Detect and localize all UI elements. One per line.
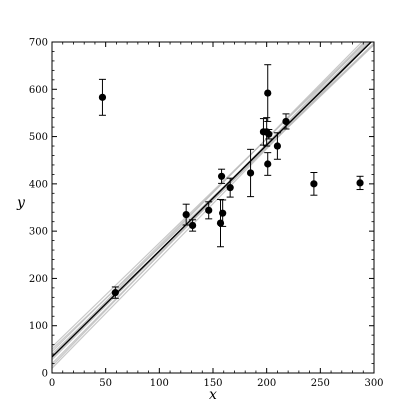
- data-point: [282, 117, 290, 126]
- sample-line: [52, 42, 366, 367]
- y-tick-label: 700: [29, 38, 48, 49]
- sample-line: [52, 42, 368, 348]
- x-tick-label: 200: [257, 378, 276, 389]
- data-point: [264, 89, 272, 97]
- y-axis-ticks: 0 100 200 300 400 500 600 700: [29, 38, 374, 380]
- x-tick-label: 250: [311, 378, 330, 389]
- data-point: [98, 93, 107, 101]
- fit-line-group: [52, 42, 373, 358]
- sample-line: [52, 42, 363, 357]
- data-point: [111, 289, 119, 297]
- x-tick-label: 300: [364, 378, 383, 389]
- y-tick-label: 200: [29, 274, 48, 285]
- data-point: [273, 142, 281, 150]
- sample-line: [52, 42, 373, 369]
- data-point: [310, 180, 318, 188]
- y-tick-label: 100: [29, 321, 48, 332]
- data-point: [226, 184, 234, 192]
- x-axis-title: x: [209, 387, 217, 403]
- x-tick-label: 0: [49, 378, 55, 389]
- data-point: [246, 169, 255, 177]
- y-tick-label: 600: [29, 85, 48, 96]
- data-point: [216, 219, 225, 227]
- data-point: [217, 172, 226, 180]
- sample-line: [52, 42, 374, 359]
- data-point: [265, 130, 273, 138]
- y-tick-label: 400: [29, 179, 48, 190]
- data-point: [264, 160, 272, 168]
- data-point: [356, 179, 364, 187]
- sample-lines-group: [52, 42, 374, 369]
- y-axis-title: y: [16, 195, 26, 211]
- data-point: [182, 210, 190, 219]
- y-tick-label: 300: [29, 227, 48, 238]
- error-bars-group: [98, 64, 364, 299]
- y-tick-label: 0: [42, 369, 48, 380]
- data-point: [189, 221, 197, 230]
- x-axis-ticks: 0 50 100 150 200 250 300: [49, 42, 384, 389]
- x-tick-label: 150: [203, 378, 222, 389]
- x-tick-label: 50: [99, 378, 112, 389]
- fit-line: [52, 42, 373, 358]
- y-tick-label: 500: [29, 132, 48, 143]
- data-point: [205, 206, 213, 214]
- data-points-group: [98, 89, 364, 297]
- data-point: [219, 209, 227, 217]
- x-tick-label: 100: [150, 378, 169, 389]
